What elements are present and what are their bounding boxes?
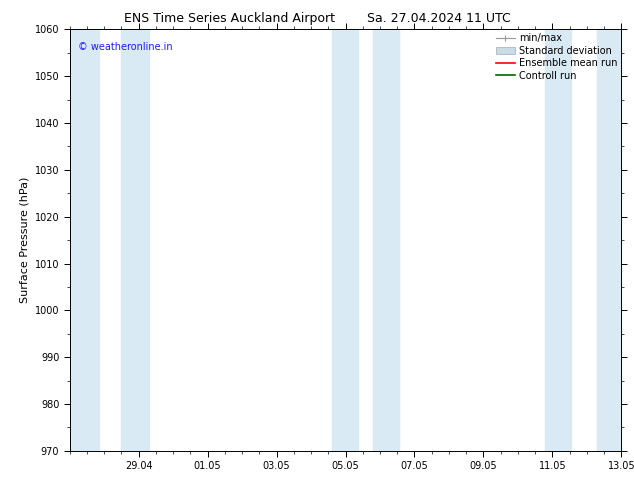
Bar (122, 29, 149, 451)
Legend: min/max, Standard deviation, Ensemble mean run, Controll run: min/max, Standard deviation, Ensemble me… (494, 31, 619, 82)
Bar (545, 29, 571, 451)
Bar (70, 29, 99, 451)
Text: © weatheronline.in: © weatheronline.in (78, 42, 172, 52)
Text: ENS Time Series Auckland Airport        Sa. 27.04.2024 11 UTC: ENS Time Series Auckland Airport Sa. 27.… (124, 12, 510, 25)
Bar (373, 29, 399, 451)
Bar (332, 29, 358, 451)
Y-axis label: Surface Pressure (hPa): Surface Pressure (hPa) (19, 177, 29, 303)
Bar (597, 29, 621, 451)
